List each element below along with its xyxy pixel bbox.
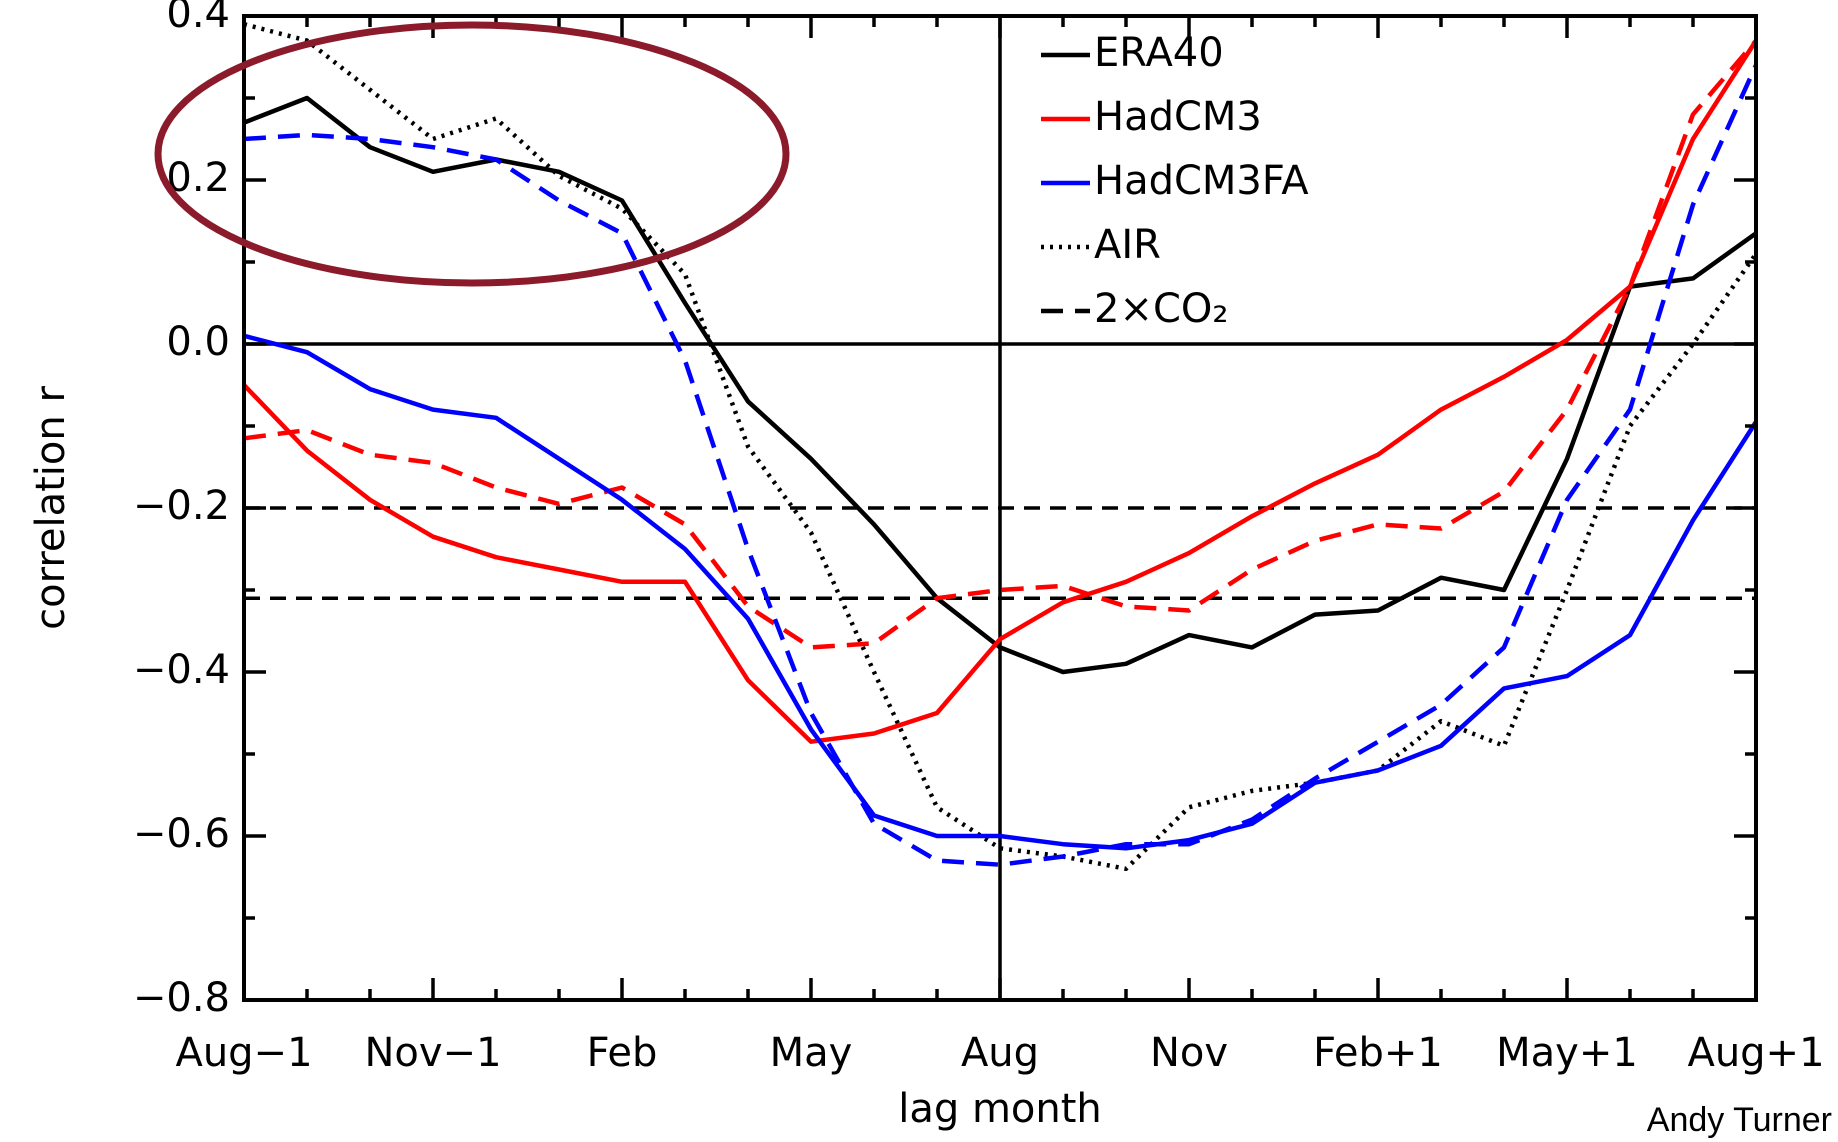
y-tick-label: −0.2 (133, 483, 230, 529)
x-tick-label: May (770, 1030, 853, 1076)
series-line (243, 333, 1758, 851)
series-line (242, 39, 1758, 744)
highlight-ellipse (154, 21, 790, 287)
x-tick-label: Aug (961, 1030, 1039, 1076)
y-tick-label: −0.4 (133, 647, 230, 693)
y-tick-label: 0.4 (166, 0, 230, 37)
legend-label: AIR (1094, 222, 1161, 268)
legend-label: 2×CO₂ (1094, 286, 1228, 332)
x-tick-label: Aug+1 (1687, 1030, 1824, 1076)
legend-label: ERA40 (1094, 30, 1224, 76)
legend-label: HadCM3 (1094, 94, 1262, 140)
y-axis-title: correlation r (28, 386, 74, 630)
x-tick-label: Feb (587, 1030, 658, 1076)
x-axis-title: lag month (898, 1086, 1102, 1132)
y-tick-label: −0.6 (133, 811, 230, 857)
x-tick-label: Nov−1 (364, 1030, 501, 1076)
y-tick-label: −0.8 (133, 975, 230, 1021)
series-line (243, 64, 1759, 867)
credit: Andy Turner (1647, 1101, 1832, 1139)
legend-label: HadCM3FA (1094, 158, 1309, 204)
x-tick-label: Aug−1 (175, 1030, 312, 1076)
x-tick-label: Nov (1150, 1030, 1228, 1076)
y-tick-label: 0.0 (166, 319, 230, 365)
x-tick-label: Feb+1 (1313, 1030, 1443, 1076)
x-tick-label: May+1 (1496, 1030, 1638, 1076)
